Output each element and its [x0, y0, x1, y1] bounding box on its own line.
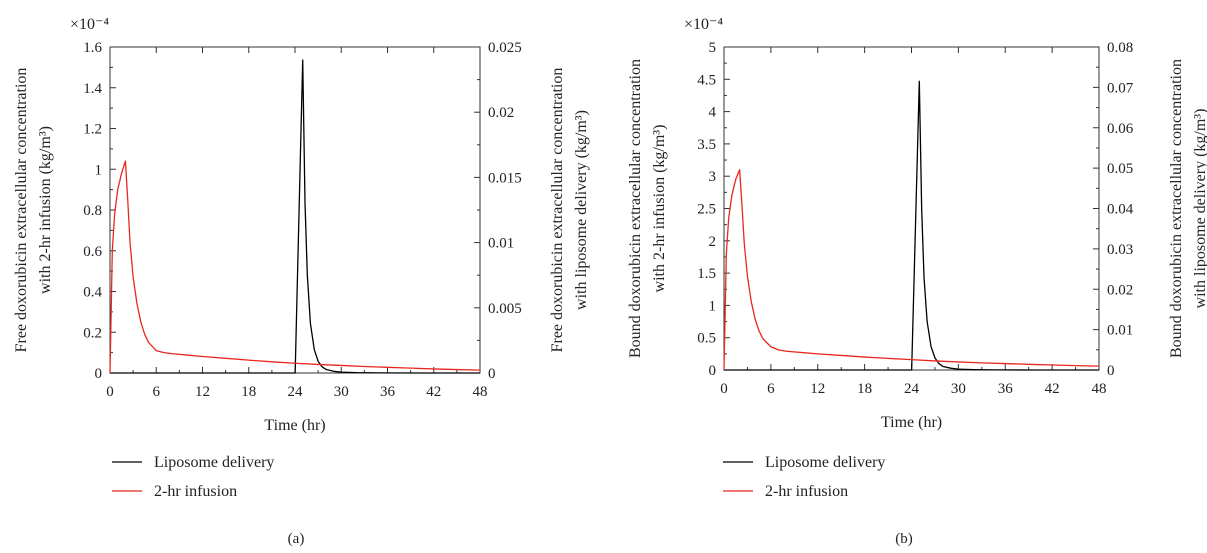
x-tick-label: 0 — [720, 381, 728, 397]
y-right-axis-label-line2: with liposome delivery (kg/m³) — [1192, 109, 1207, 309]
series-line-liposome — [724, 80, 1099, 371]
panel-caption: (b) — [895, 531, 913, 547]
y-right-tick-label: 0.04 — [1107, 202, 1134, 218]
y-left-tick-label: 3 — [709, 169, 717, 185]
series-line-liposome — [110, 59, 480, 374]
y-right-tick-label: 0.02 — [1107, 282, 1133, 298]
x-tick-label: 48 — [1092, 381, 1107, 397]
panel-caption: (a) — [288, 531, 305, 547]
y-right-tick-label: 0.01 — [488, 236, 514, 252]
x-tick-label: 24 — [904, 381, 920, 397]
y-right-tick-label: 0 — [488, 366, 496, 382]
x-tick-label: 12 — [195, 384, 210, 400]
legend-label: Liposome delivery — [765, 454, 885, 471]
x-tick-label: 30 — [334, 384, 349, 400]
y-left-axis-label-line1: Bound doxorubicin extracellular concentr… — [627, 59, 644, 358]
series-line-infusion — [109, 160, 481, 374]
legend-label: 2-hr infusion — [765, 483, 848, 500]
y-right-tick-label: 0.015 — [488, 170, 522, 186]
x-tick-label: 12 — [810, 381, 825, 397]
y-left-tick-label: 0.6 — [83, 244, 102, 260]
x-tick-label: 6 — [767, 381, 775, 397]
y-right-tick-label: 0.02 — [488, 105, 514, 121]
y-left-tick-label: 1.2 — [83, 122, 102, 138]
legend-label: Liposome delivery — [154, 454, 274, 471]
y-left-multiplier: ×10⁻⁴ — [70, 16, 109, 33]
x-tick-label: 42 — [426, 384, 441, 400]
x-tick-label: 48 — [473, 384, 488, 400]
y-left-multiplier: ×10⁻⁴ — [684, 16, 723, 33]
plot-frame — [109, 46, 481, 374]
y-right-axis-label-line1: Bound doxorubicin extracellular concentr… — [1168, 59, 1185, 358]
y-left-tick-label: 0.8 — [83, 203, 102, 219]
x-tick-label: 0 — [106, 384, 114, 400]
series-line-infusion — [723, 169, 1100, 371]
chart-panel-a: 0 6 12 18 24 30 36 42 4800.20.40.60.811.21.41.60… — [13, 16, 590, 547]
y-left-tick-label: 5 — [709, 40, 717, 56]
x-tick-label: 42 — [1045, 381, 1060, 397]
y-left-axis-label-line2: with 2-hr infusion (kg/m³) — [651, 125, 668, 293]
y-left-tick-label: 3.5 — [697, 137, 716, 153]
y-left-tick-label: 2 — [709, 234, 717, 250]
plot-frame — [723, 46, 1100, 371]
legend-label: 2-hr infusion — [154, 483, 237, 500]
y-right-axis-label-line2: with liposome delivery (kg/m³) — [573, 110, 590, 310]
x-axis-label: Time (hr) — [881, 414, 942, 431]
y-left-tick-label: 0 — [709, 363, 717, 379]
y-left-tick-label: 0.4 — [83, 285, 102, 301]
y-right-tick-label: 0.06 — [1107, 121, 1134, 137]
y-left-tick-label: 4.5 — [697, 72, 716, 88]
y-right-tick-label: 0.05 — [1107, 161, 1133, 177]
y-right-tick-label: 0.08 — [1107, 40, 1133, 56]
y-left-tick-label: 1 — [709, 298, 717, 314]
y-right-tick-label: 0.07 — [1107, 80, 1134, 96]
y-left-tick-label: 2.5 — [697, 202, 716, 218]
y-right-tick-label: 0.005 — [488, 301, 522, 317]
legend: Liposome delivery 2-hr infusion — [112, 454, 274, 500]
y-left-tick-label: 0.2 — [83, 325, 102, 341]
y-right-tick-label: 0.03 — [1107, 242, 1133, 258]
x-tick-label: 30 — [951, 381, 966, 397]
y-left-tick-label: 1.6 — [83, 40, 102, 56]
x-tick-label: 36 — [380, 384, 396, 400]
y-left-tick-label: 1.5 — [697, 266, 716, 282]
y-left-tick-label: 1 — [95, 162, 103, 178]
legend: Liposome delivery 2-hr infusion — [723, 454, 885, 500]
y-left-tick-label: 4 — [709, 105, 717, 121]
x-tick-label: 18 — [857, 381, 872, 397]
y-right-tick-label: 0 — [1107, 363, 1115, 379]
y-left-axis-label-line1: Free doxorubicin extracellular concentra… — [13, 68, 30, 353]
x-axis-label: Time (hr) — [264, 417, 325, 434]
x-tick-label: 6 — [153, 384, 161, 400]
x-tick-label: 18 — [241, 384, 256, 400]
y-left-tick-label: 0 — [95, 366, 103, 382]
x-tick-label: 24 — [288, 384, 304, 400]
y-right-tick-label: 0.01 — [1107, 323, 1133, 339]
y-left-axis-label-line2: with 2-hr infusion (kg/m³) — [37, 126, 54, 294]
y-right-axis-label-line1: Free doxorubicin extracellular concentra… — [549, 68, 566, 353]
y-left-tick-label: 0.5 — [697, 331, 716, 347]
y-right-tick-label: 0.025 — [488, 40, 522, 56]
chart-panel-b: 0 6 12 18 24 30 36 42 4800.511.522.533.544.5500.… — [627, 16, 1207, 547]
y-left-tick-label: 1.4 — [83, 81, 102, 97]
x-tick-label: 36 — [998, 381, 1014, 397]
